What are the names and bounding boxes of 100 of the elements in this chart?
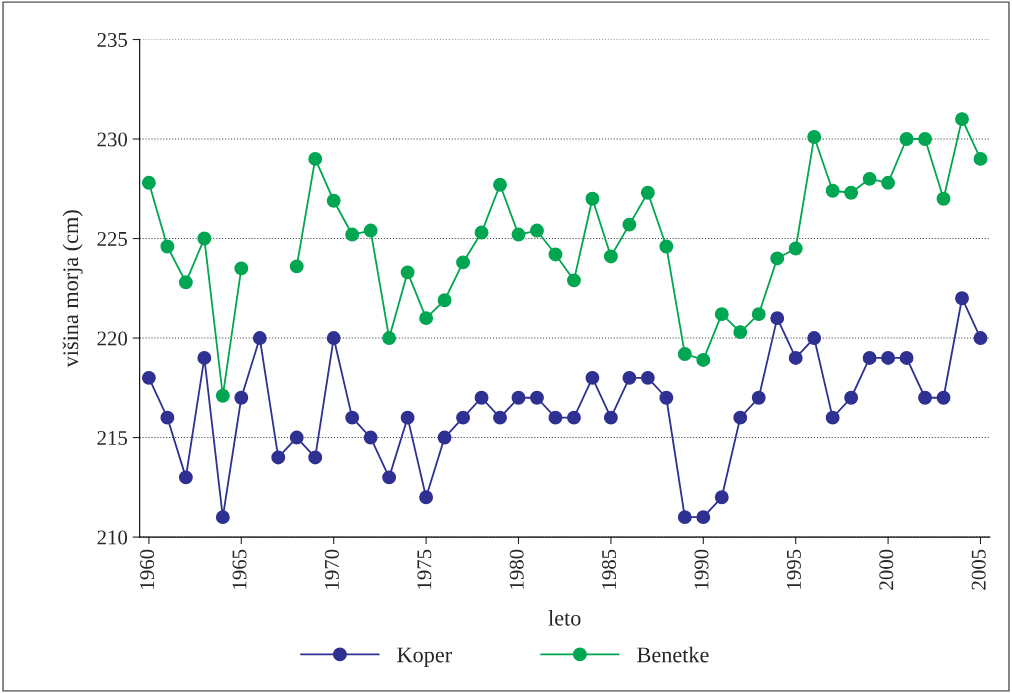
point [788,241,803,256]
legend-label: Benetke [637,646,709,663]
point [659,390,674,405]
point [437,430,452,445]
point [788,351,803,365]
point [474,390,489,405]
legend-label: Koper [397,647,452,667]
x-axis-title: leto [548,609,581,626]
point [807,331,822,345]
point [160,410,175,425]
point [899,132,914,146]
point [456,255,471,270]
x-tick-label: 1975 [417,549,432,589]
point [197,351,212,365]
point [862,351,877,365]
point [733,410,748,425]
point [955,291,969,306]
point [640,370,655,385]
point [493,177,507,192]
point [382,331,397,345]
x-tick-label: 1970 [324,549,339,589]
x-tick-label: 1990 [694,549,709,589]
point [178,470,193,485]
point [178,275,193,290]
point [308,450,323,465]
x-tick-label: 1965 [232,549,247,589]
point [382,470,397,485]
point [659,239,674,254]
point [548,410,563,425]
point [566,410,581,425]
point [197,231,212,246]
point [973,151,988,166]
point [234,261,249,276]
y-tick-label: 235 [97,32,128,47]
x-tick-label: 1960 [140,549,155,589]
point [622,370,637,385]
point [345,227,360,242]
point [530,390,544,405]
point [881,175,896,190]
point [363,430,378,445]
y-tick-label: 215 [97,430,128,445]
point [215,388,230,403]
point [696,510,711,525]
point [918,132,933,146]
point [289,430,304,445]
point [141,175,156,190]
point [419,490,434,505]
point [714,490,729,505]
x-tick-label: 1995 [786,549,801,589]
point [622,217,637,232]
point [326,331,341,345]
point [862,171,877,186]
x-tick-label: 1985 [602,549,617,589]
point [936,390,951,405]
point [696,352,711,367]
y-tick-label: 225 [97,231,128,246]
point [955,112,969,127]
point [585,191,600,206]
point [308,151,323,166]
point [585,370,600,385]
point [345,410,360,425]
point [770,311,785,326]
point [807,130,822,144]
point [881,351,896,365]
point [289,259,304,274]
point [844,390,859,405]
point [936,191,951,206]
point [825,183,840,198]
point [400,410,415,425]
point [751,307,766,322]
point [234,390,249,405]
y-tick-label: 220 [97,331,128,346]
x-tick-label: 1980 [509,549,524,589]
point [733,325,748,340]
point [918,390,933,405]
point [493,410,507,425]
point [973,331,988,345]
point [400,265,415,280]
point [899,351,914,365]
point [326,193,341,208]
x-tick-label: 2005 [971,549,986,590]
point [677,510,692,525]
point [714,307,729,322]
point [603,249,618,264]
point [252,331,267,345]
point [474,225,489,240]
point [548,247,563,262]
point [160,239,175,254]
point [215,510,230,525]
point [141,370,156,385]
y-tick-label: 210 [97,530,128,545]
point [363,223,378,238]
point [511,390,526,405]
x-tick-label: 2000 [879,549,894,590]
point [751,390,766,405]
point [770,251,785,266]
y-tick-label: 230 [97,132,128,147]
point [640,185,655,200]
point [271,450,286,465]
y-axis-title: višina morja (cm) [62,210,83,368]
